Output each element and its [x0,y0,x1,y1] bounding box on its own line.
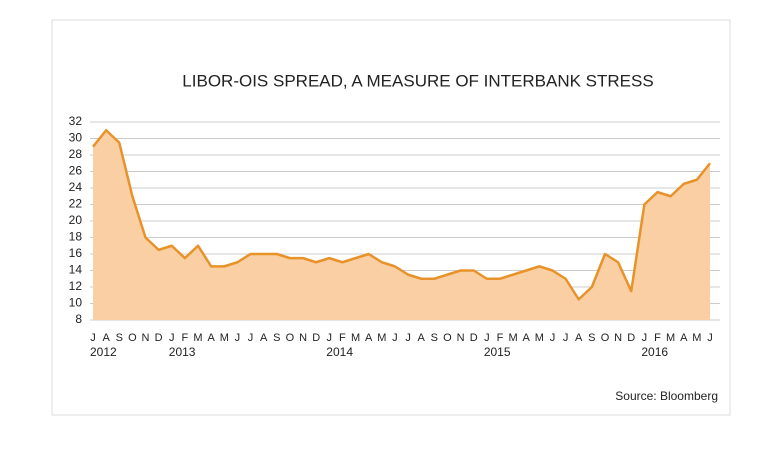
x-tick-label: J [550,332,556,344]
x-tick-label: D [627,332,635,344]
x-tick-label: J [392,332,398,344]
x-tick-label: J [90,332,96,344]
x-year-label: 2016 [641,345,668,359]
y-tick-label: 24 [69,180,83,194]
x-tick-label: J [707,332,713,344]
x-tick-label: D [470,332,478,344]
y-tick-label: 32 [69,114,83,128]
x-tick-label: M [193,332,202,344]
x-tick-label: J [563,332,569,344]
x-tick-label: S [431,332,438,344]
x-tick-label: A [102,332,110,344]
x-tick-label: M [351,332,360,344]
x-tick-label: A [523,332,531,344]
y-tick-label: 26 [69,164,83,178]
x-tick-label: O [286,332,295,344]
x-tick-label: F [497,332,504,344]
x-tick-label: J [327,332,333,344]
x-tick-label: S [116,332,123,344]
x-tick-label: A [575,332,583,344]
x-tick-label: O [128,332,137,344]
x-tick-label: M [666,332,675,344]
source: Source: Bloomberg [615,389,718,403]
x-year-label: 2015 [484,345,511,359]
x-tick-label: M [535,332,544,344]
x-tick-label: S [273,332,280,344]
line [92,129,711,301]
x-tick-label: M [377,332,386,344]
y-tick-label: 16 [69,246,83,260]
x-tick-label: O [443,332,452,344]
x-tick-label: M [508,332,517,344]
x-tick-label: A [207,332,215,344]
x-tick-label: A [365,332,373,344]
x-tick-label: J [405,332,411,344]
x-tick-label: O [601,332,610,344]
y-tick-label: 8 [75,312,82,326]
x-tick-label: J [248,332,254,344]
x-tick-label: J [484,332,490,344]
x-year-label: 2013 [169,345,196,359]
x-tick-label: D [312,332,320,344]
x-tick-label: A [680,332,688,344]
x-tick-label: N [457,332,465,344]
frame [51,19,731,416]
x-tick-label: J [169,332,175,344]
y-tick-label: 22 [69,197,83,211]
x-year-label: 2014 [326,345,353,359]
x-tick-label: F [654,332,661,344]
x-tick-label: A [260,332,268,344]
x-tick-label: M [220,332,229,344]
x-tick-label: J [235,332,241,344]
x-tick-label: N [299,332,307,344]
y-tick-label: 28 [69,147,83,161]
x-year-label: 2012 [90,345,117,359]
y-tick-label: 30 [69,131,83,145]
x-tick-label: M [692,332,701,344]
x-tick-label: D [155,332,163,344]
y-tick-label: 14 [69,263,83,277]
chart-title: LIBOR-OIS SPREAD, A MEASURE OF INTERBANK… [182,71,653,90]
y-tick-label: 10 [69,296,83,310]
x-tick-label: A [418,332,426,344]
x-tick-label: F [182,332,189,344]
y-tick-label: 12 [69,279,83,293]
x-tick-label: N [614,332,622,344]
y-tick-label: 20 [69,213,83,227]
x-tick-label: N [142,332,150,344]
y-tick-label: 18 [69,230,83,244]
x-tick-label: J [642,332,648,344]
x-tick-label: S [588,332,595,344]
x-tick-label: F [339,332,346,344]
